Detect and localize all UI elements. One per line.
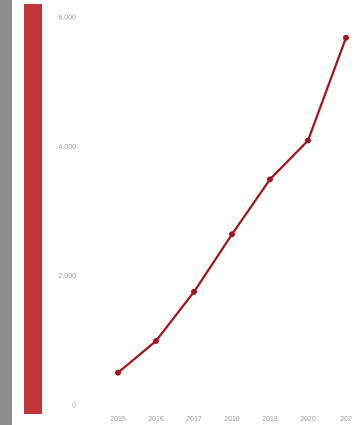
y-axis-ticks: 0 2.000 4.000 6.000: [58, 15, 76, 410]
data-point: [267, 176, 273, 183]
y-tick-label: 0: [72, 403, 76, 410]
x-tick-label: 2019: [262, 416, 278, 423]
x-tick-label: 2018: [224, 416, 240, 423]
red-side-bar: [24, 4, 42, 414]
data-point: [153, 337, 159, 344]
x-tick-label: 2017: [186, 416, 202, 423]
x-axis-ticks: 2015 2016 2017 2018 2019 2020 202: [110, 416, 352, 423]
data-point: [343, 34, 349, 41]
x-tick-label: 2015: [110, 416, 126, 423]
y-tick-label: 2.000: [58, 273, 76, 280]
data-point: [229, 231, 235, 238]
left-edge-strip: [0, 0, 12, 425]
data-point: [191, 288, 197, 295]
series-line: [116, 36, 348, 374]
series-layer: [115, 34, 349, 376]
x-tick-label: 2016: [148, 416, 164, 423]
y-tick-label: 4.000: [58, 144, 76, 151]
data-point: [115, 369, 121, 376]
data-point: [305, 137, 311, 144]
y-tick-label: 6.000: [58, 15, 76, 22]
x-tick-label: 202: [340, 416, 352, 423]
x-tick-label: 2020: [300, 416, 316, 423]
